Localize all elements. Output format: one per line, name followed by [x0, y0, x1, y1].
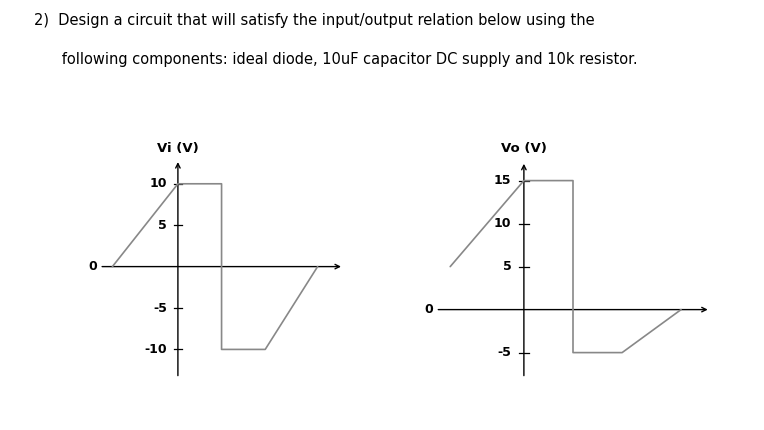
Text: Vi (V): Vi (V) [157, 142, 199, 155]
Text: -5: -5 [153, 301, 167, 314]
Text: 15: 15 [494, 174, 512, 187]
Text: -10: -10 [144, 343, 167, 356]
Text: Vo (V): Vo (V) [501, 142, 547, 155]
Text: 0: 0 [89, 260, 97, 273]
Text: 5: 5 [503, 260, 512, 273]
Text: 10: 10 [150, 177, 167, 190]
Text: following components: ideal diode, 10uF capacitor DC supply and 10k resistor.: following components: ideal diode, 10uF … [34, 52, 638, 67]
Text: 5: 5 [158, 219, 167, 232]
Text: 10: 10 [494, 217, 512, 230]
Text: 0: 0 [424, 303, 433, 316]
Text: 2)  Design a circuit that will satisfy the input/output relation below using the: 2) Design a circuit that will satisfy th… [34, 13, 595, 28]
Text: -5: -5 [497, 346, 512, 359]
